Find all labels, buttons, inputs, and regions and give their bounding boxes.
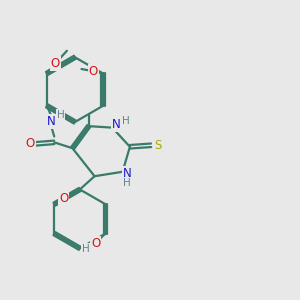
Text: H: H xyxy=(122,116,130,126)
Text: O: O xyxy=(91,237,100,250)
Text: H: H xyxy=(82,244,90,254)
Text: O: O xyxy=(88,64,98,78)
Text: N: N xyxy=(123,167,131,180)
Text: N: N xyxy=(47,115,56,128)
Text: O: O xyxy=(26,137,35,150)
Text: O: O xyxy=(59,192,68,205)
Text: S: S xyxy=(154,139,161,152)
Text: H: H xyxy=(57,110,64,120)
Text: N: N xyxy=(112,118,121,131)
Text: O: O xyxy=(50,57,60,70)
Text: H: H xyxy=(123,178,131,188)
